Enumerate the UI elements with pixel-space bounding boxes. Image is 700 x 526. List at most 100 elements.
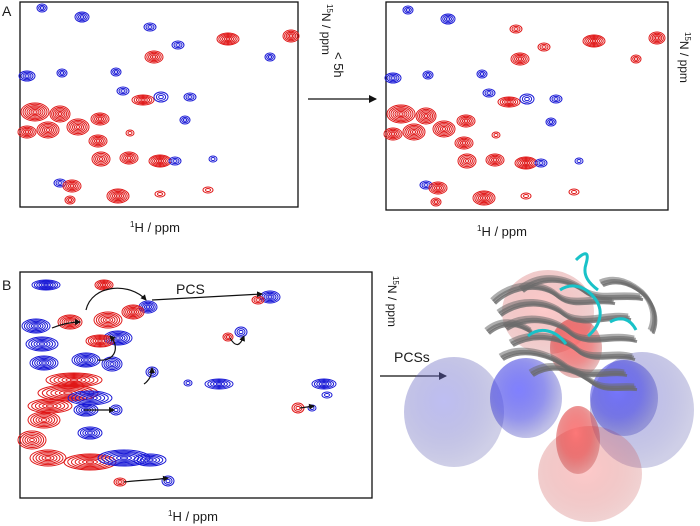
peak-a-left [64, 195, 76, 205]
peak-b-contour [253, 296, 263, 304]
peak-a-right-contour [384, 72, 402, 84]
peak-b [133, 453, 167, 467]
peak-a-left [18, 70, 36, 82]
peak-b-contour [32, 414, 56, 426]
reference-structure-ribbon [527, 328, 568, 345]
peak-a-right-contour [386, 104, 416, 124]
peak-a-right-contour [489, 155, 501, 165]
peak-a-left-contour [147, 25, 153, 29]
peak-a-right-contour [404, 6, 412, 14]
peak-a-right-contour [536, 159, 546, 167]
peak-b-contour [125, 306, 141, 318]
peak-b-contour [44, 456, 52, 460]
peak-a-left-contour [67, 183, 77, 189]
peak-b-contour [76, 354, 96, 366]
peak-a-left [143, 22, 157, 32]
pcs-shift-arrows [51, 287, 315, 483]
spectrum-b-ylabel-sup: 15 [391, 276, 400, 285]
peak-a-right-contour [385, 128, 401, 140]
pcs-shift-arrow [85, 287, 147, 311]
peak-b-contour [94, 338, 106, 344]
peak-b-contour [145, 366, 159, 378]
protein-pcs-model [404, 252, 694, 522]
peak-a-left [153, 91, 169, 103]
pcs-shift-arrow [123, 475, 169, 483]
peak-a-left-contour [282, 29, 300, 43]
peak-a-right-contour [459, 154, 475, 168]
spectrum-a-left-xlabel: 1H / ppm [130, 220, 180, 235]
backbone-ribbon [522, 279, 644, 302]
peak-b [222, 332, 234, 342]
peak-a-left [36, 121, 60, 139]
peak-b-contour [26, 436, 38, 444]
peak-a-right-contour [435, 186, 441, 190]
peak-a-right [510, 52, 530, 66]
peak-a-left [17, 125, 37, 139]
peak-b-contour [31, 356, 57, 370]
isosurface-red-inner-bottom [556, 406, 600, 474]
peak-b-contour [142, 302, 154, 312]
peak-b-contour [210, 380, 228, 388]
peak-a-left-contour [88, 134, 108, 148]
peak-a-right-contour [568, 188, 580, 196]
peak-b-contour [28, 337, 56, 351]
peak-a-left [66, 118, 90, 136]
peak-b-contour [313, 379, 335, 389]
peak-a-right [384, 72, 402, 84]
peak-a-left-contour [172, 159, 178, 163]
backbone-ribbon [506, 320, 638, 344]
peak-a-right-contour [438, 124, 450, 134]
peak-a-left-contour [22, 129, 32, 135]
peak-a-left-contour [113, 193, 123, 199]
peak-a-right-contour [521, 95, 533, 103]
peak-b-contour [130, 310, 136, 314]
peak-a-left [49, 105, 71, 123]
peak-a-left [88, 134, 108, 148]
peak-b-contour [33, 340, 51, 348]
spectrum-b-ylabel-text: N / ppm [385, 285, 399, 327]
peak-a-left-contour [97, 117, 103, 121]
peak-a-right-contour [383, 127, 403, 141]
peak-b-contour [95, 312, 121, 328]
peak-a-left-contour [144, 50, 164, 64]
peak-a-left-contour [95, 154, 107, 164]
peak-a-left-contour [69, 184, 75, 188]
peak-a-right-contour [456, 137, 472, 149]
peak-a-left [171, 40, 185, 50]
peak-a-left-contour [175, 43, 181, 47]
peak-a-left-contour [38, 122, 58, 138]
peak-a-left-contour [264, 52, 276, 62]
peak-b-contour [38, 282, 54, 288]
peak-b-contour [321, 382, 327, 386]
pcs-shift-arrow [299, 403, 315, 410]
peak-a-right-contour [479, 195, 489, 201]
peak-b [121, 304, 145, 320]
peak-a-left-contour [57, 112, 63, 116]
panel-b-letter: B [2, 277, 11, 293]
peak-a-right-contour [394, 109, 408, 119]
peak-a-left-contour [76, 12, 88, 22]
peak-b-contour [123, 305, 143, 319]
peak-a-left-contour [266, 53, 274, 61]
peak-b [71, 352, 101, 368]
peak-a-left [110, 67, 122, 77]
peak-b-contour [82, 395, 98, 401]
peak-a-left-contour [202, 186, 214, 194]
peak-a-left [282, 29, 300, 43]
peak-a-right-contour [589, 38, 599, 44]
peak-a-right-contour [430, 182, 446, 194]
peak-b-contour [117, 480, 123, 484]
peak-b-contour [21, 318, 51, 334]
peak-a-right-contour [433, 185, 443, 191]
peak-b-contour [133, 453, 167, 467]
peak-b-contour [207, 379, 231, 389]
peak-b-contour [255, 298, 261, 302]
peak-b-contour [26, 320, 46, 332]
peak-a-right-contour [518, 158, 534, 168]
peak-a-left-contour [124, 155, 134, 161]
peak-a-left [90, 112, 110, 126]
peak-b-contour [29, 438, 35, 442]
peak-a-left-contour [116, 86, 130, 96]
peak-a-left [208, 155, 218, 163]
peak-b-contour [105, 318, 111, 322]
